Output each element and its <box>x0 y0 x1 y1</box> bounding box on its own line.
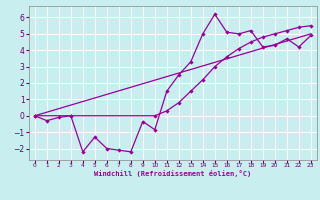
X-axis label: Windchill (Refroidissement éolien,°C): Windchill (Refroidissement éolien,°C) <box>94 170 252 177</box>
